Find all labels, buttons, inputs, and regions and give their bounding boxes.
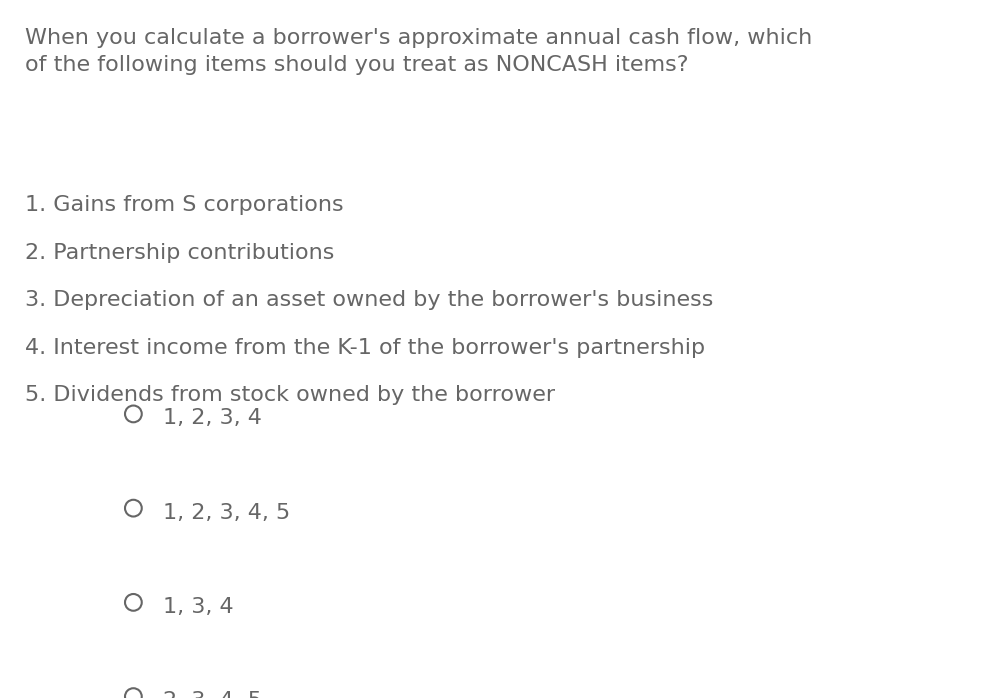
Text: 2, 3, 4, 5: 2, 3, 4, 5 — [163, 691, 262, 698]
Text: 5. Dividends from stock owned by the borrower: 5. Dividends from stock owned by the bor… — [25, 385, 555, 406]
Text: 1, 3, 4: 1, 3, 4 — [163, 597, 233, 617]
Text: 1. Gains from S corporations: 1. Gains from S corporations — [25, 195, 343, 216]
Text: 3. Depreciation of an asset owned by the borrower's business: 3. Depreciation of an asset owned by the… — [25, 290, 713, 311]
Text: 4. Interest income from the K-1 of the borrower's partnership: 4. Interest income from the K-1 of the b… — [25, 338, 704, 358]
Text: 1, 2, 3, 4, 5: 1, 2, 3, 4, 5 — [163, 503, 290, 523]
Text: 2. Partnership contributions: 2. Partnership contributions — [25, 243, 334, 263]
Text: When you calculate a borrower's approximate annual cash flow, which
of the follo: When you calculate a borrower's approxim… — [25, 28, 812, 75]
Text: 1, 2, 3, 4: 1, 2, 3, 4 — [163, 408, 262, 429]
